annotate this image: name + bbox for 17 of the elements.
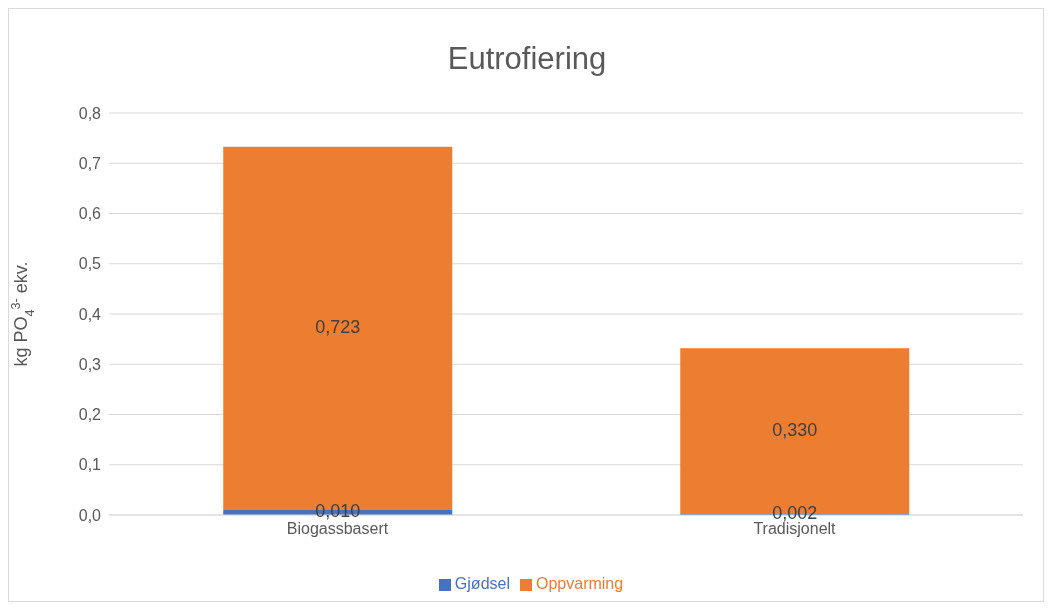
y-tick-label: 0,8: [78, 104, 102, 122]
y-tick-label: 0,5: [78, 255, 102, 273]
y-tick-label: 0,0: [78, 506, 102, 524]
y-tick-label: 0,2: [78, 406, 102, 424]
y-tick-label: 0,6: [78, 205, 102, 223]
data-label: 0,723: [315, 317, 361, 338]
x-tick-label: Biogassbasert: [286, 520, 389, 538]
data-label: 0,330: [772, 420, 818, 441]
chart-title: Eutrofiering: [446, 41, 608, 77]
data-label: 0,010: [315, 501, 361, 522]
y-tick-label: 0,1: [78, 456, 102, 474]
legend-label: Oppvarming: [535, 575, 624, 592]
y-tick-label: 0,3: [78, 355, 102, 373]
y-tick-label: 0,7: [78, 154, 102, 172]
x-tick-label: Tradisjonelt: [753, 520, 837, 538]
y-tick-label: 0,4: [78, 305, 102, 323]
legend-label: Gjødsel: [454, 575, 510, 592]
